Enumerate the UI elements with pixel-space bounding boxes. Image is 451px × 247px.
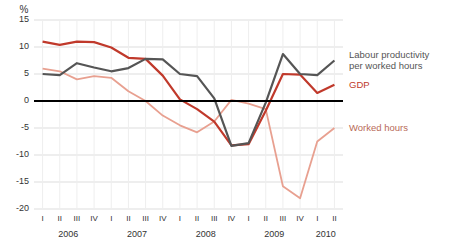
- y-tick-label: -5: [21, 122, 29, 132]
- x-tick-label: II: [195, 214, 199, 223]
- x-grid-line: [248, 20, 249, 209]
- y-grid-line: [34, 20, 343, 21]
- y-tick-label: 0: [24, 95, 29, 105]
- x-grid-line: [94, 20, 95, 209]
- x-grid-line: [59, 20, 60, 209]
- y-grid-line: [34, 209, 343, 210]
- x-tick-label: III: [142, 214, 149, 223]
- series-label: Labour productivityper worked hours: [349, 49, 430, 71]
- x-tick-label: III: [211, 214, 218, 223]
- y-tick-label: -10: [16, 149, 29, 159]
- series-line: [43, 69, 335, 199]
- x-grid-line: [42, 20, 43, 209]
- x-group-label: 2006: [58, 229, 78, 239]
- x-tick-label: IV: [228, 214, 236, 223]
- x-tick-label: II: [126, 214, 130, 223]
- x-tick-label: II: [332, 214, 336, 223]
- x-grid-line: [76, 20, 77, 209]
- series-line: [43, 54, 335, 146]
- x-grid-line: [300, 20, 301, 209]
- x-grid-line: [179, 20, 180, 209]
- series-label: Worked hours: [349, 122, 408, 133]
- x-grid-line: [145, 20, 146, 209]
- x-tick-label: IV: [296, 214, 304, 223]
- x-group-label: 2008: [196, 229, 216, 239]
- x-tick-label: II: [264, 214, 268, 223]
- x-group-label: 2007: [127, 229, 147, 239]
- x-tick-label: III: [280, 214, 287, 223]
- x-group-label: 2009: [264, 229, 284, 239]
- y-tick-label: -20: [16, 203, 29, 213]
- x-grid-line: [334, 20, 335, 209]
- x-tick-label: I: [110, 214, 112, 223]
- x-grid-line: [197, 20, 198, 209]
- x-tick-label: I: [247, 214, 249, 223]
- x-tick-label: III: [74, 214, 81, 223]
- y-tick-label: 5: [24, 68, 29, 78]
- x-grid-line: [317, 20, 318, 209]
- reference-line: [34, 100, 343, 102]
- y-grid-line: [34, 182, 343, 183]
- x-tick-label: II: [58, 214, 62, 223]
- x-grid-line: [214, 20, 215, 209]
- x-tick-label: IV: [159, 214, 167, 223]
- series-line: [43, 42, 335, 146]
- y-grid-line: [34, 47, 343, 48]
- y-tick-label: 10: [19, 41, 29, 51]
- series-label: GDP: [349, 79, 370, 90]
- y-tick-label: -15: [16, 176, 29, 186]
- y-grid-line: [34, 101, 343, 102]
- x-tick-label: I: [316, 214, 318, 223]
- x-group-label: 2010: [316, 229, 336, 239]
- y-tick-label: 15: [19, 14, 29, 24]
- x-tick-label: IV: [90, 214, 98, 223]
- x-grid-line: [128, 20, 129, 209]
- grid: [34, 20, 343, 209]
- y-axis-label: %: [20, 4, 29, 15]
- plot-area: [34, 42, 343, 199]
- x-grid-line: [231, 20, 232, 209]
- x-tick-label: I: [41, 214, 43, 223]
- x-tick-label: I: [179, 214, 181, 223]
- y-grid-line: [34, 155, 343, 156]
